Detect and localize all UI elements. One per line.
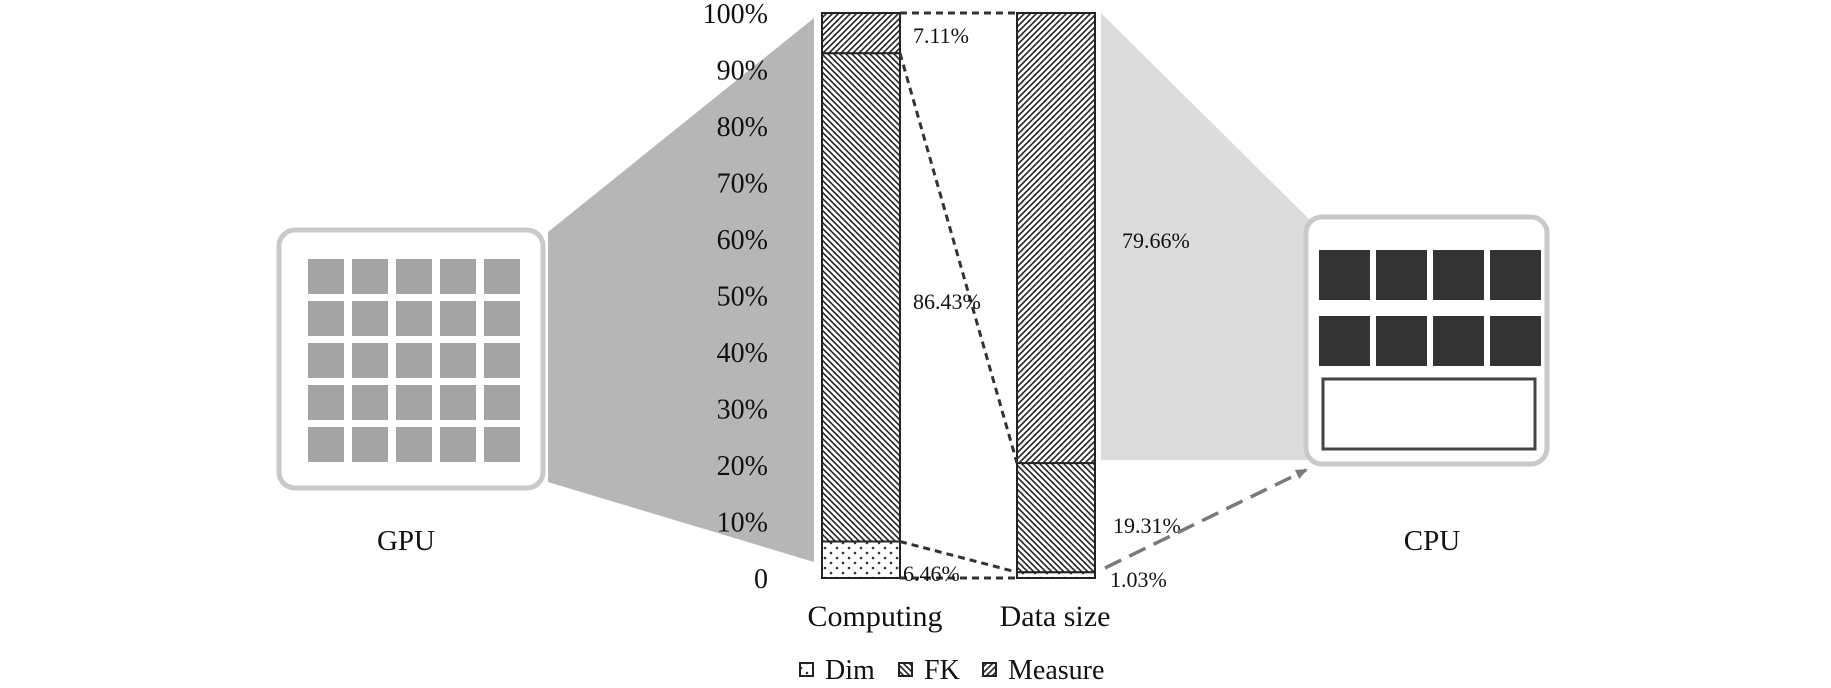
cpu-core xyxy=(1376,250,1427,300)
bar-segment-measure xyxy=(1016,12,1096,465)
segment-connector xyxy=(898,52,1019,464)
y-tick-label: 60% xyxy=(717,225,768,256)
gpu-core xyxy=(484,343,520,378)
y-tick-label: 80% xyxy=(717,112,768,143)
data-label: 79.66% xyxy=(1122,228,1190,253)
segment-connector xyxy=(899,540,1018,574)
y-tick-label: 50% xyxy=(717,282,768,313)
bar-connectors xyxy=(898,11,1019,580)
legend-label-measure: Measure xyxy=(1008,655,1104,686)
gpu-core xyxy=(440,301,476,336)
category-label-data-size: Data size xyxy=(1000,600,1111,633)
bar-segment-measure xyxy=(821,12,901,55)
cpu-core xyxy=(1433,250,1484,300)
gpu-core xyxy=(308,343,344,378)
gpu-core xyxy=(308,301,344,336)
gpu-core xyxy=(484,427,520,462)
cpu-cache-block xyxy=(1321,377,1537,451)
y-tick-label: 70% xyxy=(717,169,768,200)
gpu-core xyxy=(440,343,476,378)
y-tick-label: 10% xyxy=(717,508,768,539)
legend-swatch-fk xyxy=(898,662,913,677)
legend-swatch-dim xyxy=(799,662,814,677)
gpu-core xyxy=(308,259,344,294)
y-tick-label: 0 xyxy=(754,564,768,595)
data-label: 19.31% xyxy=(1113,513,1181,538)
data-label: 1.03% xyxy=(1110,567,1167,592)
gpu-core xyxy=(484,301,520,336)
cpu-label: CPU xyxy=(1404,525,1460,557)
cpu-core xyxy=(1376,316,1427,366)
gpu-core xyxy=(440,427,476,462)
cpu-device xyxy=(1303,214,1550,467)
bar-segment-dim xyxy=(821,540,901,579)
gpu-core xyxy=(352,385,388,420)
transfer-arrow xyxy=(1104,468,1308,570)
gpu-core xyxy=(484,259,520,294)
gpu-core xyxy=(440,259,476,294)
y-axis: 0 10% 20% 30% 40% 50% 60% 70% 80% 90% 100% xyxy=(703,0,768,595)
gpu-core xyxy=(352,343,388,378)
legend-label-dim: Dim xyxy=(825,655,875,686)
gpu-core xyxy=(352,259,388,294)
gpu-core xyxy=(396,343,432,378)
legend-swatch-measure xyxy=(982,662,997,677)
y-tick-label: 90% xyxy=(717,56,768,87)
cpu-core xyxy=(1490,250,1541,300)
bar-segment-fk xyxy=(821,52,901,543)
data-label: 7.11% xyxy=(913,23,969,48)
gpu-device xyxy=(276,227,546,491)
gpu-core xyxy=(396,301,432,336)
category-label-computing: Computing xyxy=(807,600,942,633)
data-label: 86.43% xyxy=(913,289,981,314)
gpu-projection xyxy=(548,18,814,562)
stacked-bars xyxy=(821,12,1096,579)
gpu-label: GPU xyxy=(377,525,435,557)
legend-label-fk: FK xyxy=(924,655,960,686)
gpu-core xyxy=(396,259,432,294)
cpu-core xyxy=(1433,316,1484,366)
gpu-core xyxy=(352,427,388,462)
cpu-core xyxy=(1319,250,1370,300)
y-tick-label: 20% xyxy=(717,451,768,482)
data-label: 6.46% xyxy=(903,561,960,586)
cpu-core-grid xyxy=(1319,250,1541,366)
y-tick-label: 100% xyxy=(703,0,768,30)
data-labels: 6.46% 86.43% 7.11% 1.03% 19.31% 79.66% xyxy=(903,23,1190,592)
bar-segment-fk xyxy=(1016,462,1096,574)
gpu-core-grid xyxy=(308,259,520,462)
y-tick-label: 40% xyxy=(717,338,768,369)
gpu-core xyxy=(484,385,520,420)
gpu-core xyxy=(308,385,344,420)
gpu-core xyxy=(352,301,388,336)
y-tick-label: 30% xyxy=(717,395,768,426)
gpu-core xyxy=(396,427,432,462)
gpu-core xyxy=(396,385,432,420)
cpu-core xyxy=(1319,316,1370,366)
legend: Dim FK Measure xyxy=(799,655,1104,686)
cpu-core xyxy=(1490,316,1541,366)
gpu-core xyxy=(440,385,476,420)
gpu-core xyxy=(308,427,344,462)
cpu-projection xyxy=(1101,13,1309,460)
